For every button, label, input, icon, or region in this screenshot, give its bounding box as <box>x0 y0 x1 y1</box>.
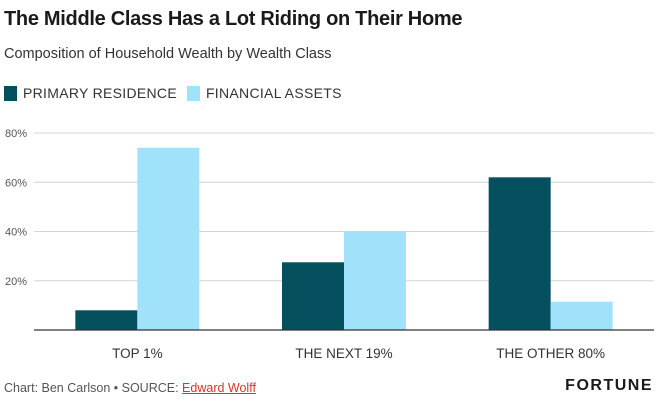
bar-financial-assets <box>137 147 200 330</box>
legend-item-primary-residence: PRIMARY RESIDENCE <box>4 85 177 101</box>
y-tick-label: 20% <box>5 276 27 288</box>
y-tick-label: 60% <box>5 177 27 189</box>
footer-credit: Chart: Ben Carlson • SOURCE: <box>4 381 183 395</box>
bar-primary-residence <box>75 310 138 330</box>
fortune-logo: FORTUNE <box>565 377 653 394</box>
legend-label-financial-assets: FINANCIAL ASSETS <box>205 85 342 101</box>
legend-swatch-primary-residence <box>4 85 17 101</box>
chart-title: The Middle Class Has a Lot Riding on The… <box>4 8 463 30</box>
bar-primary-residence <box>488 177 551 330</box>
x-category-label: THE OTHER 80% <box>496 346 605 361</box>
bar-financial-assets <box>344 231 406 330</box>
chart-footer: Chart: Ben Carlson • SOURCE: Edward Wolf… <box>4 381 256 395</box>
chart-subtitle: Composition of Household Wealth by Wealt… <box>4 46 332 62</box>
bar-chart: 20% 40% 60% 80% TOP 1% THE NEXT 19% THE OTHER … <box>5 128 654 361</box>
source-link[interactable]: Edward Wolff <box>182 381 256 395</box>
bar-primary-residence <box>282 262 344 330</box>
legend-swatch-financial-assets <box>186 85 200 101</box>
bar-financial-assets <box>550 301 613 330</box>
chart-legend: PRIMARY RESIDENCE FINANCIAL ASSETS <box>4 85 352 101</box>
legend-item-financial-assets: FINANCIAL ASSETS <box>186 85 342 101</box>
x-category-label: THE NEXT 19% <box>295 346 392 361</box>
legend-label-primary-residence: PRIMARY RESIDENCE <box>23 85 177 101</box>
y-tick-label: 40% <box>5 227 27 239</box>
x-category-label: TOP 1% <box>112 346 163 361</box>
y-tick-label: 80% <box>5 128 27 140</box>
